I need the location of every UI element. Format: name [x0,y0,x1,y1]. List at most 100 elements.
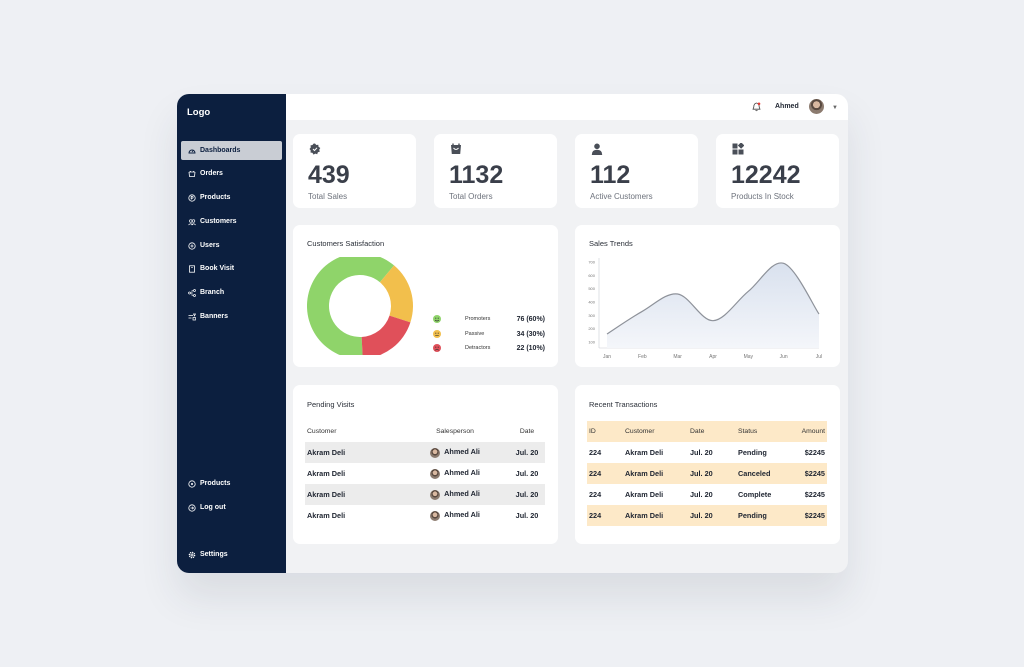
customer-satisfaction-card: Customers Satisfaction Promoters 76 (60%… [293,225,558,367]
salesperson-cell: Ahmed Ali [444,510,480,520]
legend-value: 22 (10%) [516,344,545,352]
customer-cell: Akram Deli [623,505,688,526]
svg-text:P: P [190,195,194,201]
x-tick-label: Mar [673,354,682,360]
stat-value: 439 [308,161,350,189]
stat-value: 112 [590,161,631,189]
branch-icon [188,288,196,297]
dashboard-icon [188,147,196,155]
user-name[interactable]: Ahmed [775,103,799,110]
sales-trends-card: Sales Trends 100 200 300 400 500 600 700 Jan Feb… [575,225,840,367]
table-row[interactable]: Akram Deli Ahmed Ali Jul. 20 [305,484,545,505]
card-title: Pending Visits [307,400,355,409]
stat-label: Total Sales [308,192,348,201]
date-cell: Jul. 20 [690,448,713,457]
amount-cell: $2245 [796,505,827,526]
amount-cell: $2245 [804,490,825,499]
column-header: Customer [307,428,337,435]
customer-cell: Akram Deli [305,484,401,505]
sidebar-item-label: Customers [200,218,237,225]
x-tick-label: Feb [638,354,647,360]
card-title: Recent Transactions [589,400,658,409]
stat-label: Total Orders [449,192,493,201]
grid-icon [732,143,744,155]
avatar[interactable] [809,99,824,114]
salesperson-cell: Ahmed Ali [444,489,480,499]
x-tick-label: Apr [709,354,717,360]
dashboard-frame: Logo Dashboards Orders P Products Custom… [177,94,848,573]
sidebar-item-products-bottom[interactable]: Products [181,474,282,493]
table-row[interactable]: 224 Akram Deli Jul. 20 Canceled $2245 [587,463,827,484]
sidebar-item-orders[interactable]: Orders [181,164,282,183]
neutral-face-icon [433,330,441,338]
table-row[interactable]: Akram Deli Ahmed Ali Jul. 20 [305,463,545,484]
avatar [430,468,441,479]
status-cell: Complete [738,490,772,499]
sales-trends-chart: 100 200 300 400 500 600 700 Jan Feb Mar Apr May Jun J… [588,258,822,360]
date-cell: Jul. 20 [515,469,539,478]
table-row[interactable]: 224 Akram Deli Jul. 20 Pending $2245 [587,505,827,526]
stat-card-products-in-stock: 12242 Products In Stock [716,134,839,208]
column-header: Amount [796,421,827,442]
stat-card-total-sales: 439 Total Sales [293,134,416,208]
customers-icon [188,218,196,226]
legend-label: Promoters [465,316,491,322]
y-tick-label: 100 [588,340,595,345]
status-cell: Pending [736,505,796,526]
customer-cell: Akram Deli [307,469,346,478]
table-row[interactable]: 224 Akram Deli Jul. 20 Complete $2245 [587,484,827,505]
stat-label: Products In Stock [731,192,794,201]
date-cell: Jul. 20 [690,490,713,499]
bell-icon[interactable] [752,102,761,112]
sales-area [607,262,819,348]
legend-label: Passive [465,331,485,337]
top-bar: Ahmed ▼ [286,94,848,120]
badge-icon [309,143,321,155]
sidebar-item-label: Users [200,242,220,249]
salesperson-cell: Ahmed Ali [444,468,480,478]
id-cell: 224 [589,448,602,457]
y-tick-label: 300 [588,313,595,318]
legend-label: Detractors [465,345,491,351]
table-row[interactable]: Akram Deli Ahmed Ali Jul. 20 [305,505,545,526]
orders-icon [188,170,196,178]
sidebar-item-dashboards[interactable]: Dashboards [181,141,282,160]
sidebar-item-label: Settings [200,551,228,558]
sidebar-item-products[interactable]: P Products [181,188,282,207]
gear-icon [188,551,196,559]
person-icon [591,143,603,155]
stat-value: 12242 [731,161,801,189]
table-row[interactable]: 224 Akram Deli Jul. 20 Pending $2245 [587,442,827,463]
logo: Logo [187,107,211,118]
sidebar-item-users[interactable]: Users [181,236,282,255]
pending-visits-table: Customer Salesperson Date Akram Deli Ahm… [305,421,545,526]
customer-cell: Akram Deli [305,442,401,463]
customer-cell: Akram Deli [307,511,346,520]
logout-button[interactable]: Log out [181,498,282,517]
sidebar-item-banners[interactable]: Banners [181,307,282,326]
sad-face-icon [433,344,441,352]
recent-transactions-card: Recent Transactions ID Customer Date Sta… [575,385,840,544]
x-tick-label: May [744,354,754,360]
table-row[interactable]: Akram Deli Ahmed Ali Jul. 20 [305,442,545,463]
table-header: ID Customer Date Status Amount [587,421,827,442]
y-tick-label: 700 [588,260,595,265]
column-header: ID [587,421,623,442]
legend-passive: Passive 34 (30%) [433,328,545,340]
sidebar-item-settings[interactable]: Settings [181,545,282,564]
products-icon [188,479,196,488]
status-cell: Canceled [736,463,796,484]
sidebar-item-label: Branch [200,289,225,296]
transactions-table: ID Customer Date Status Amount 224 Akram… [587,421,827,526]
pending-visits-card: Pending Visits Customer Salesperson Date… [293,385,558,544]
column-header: Customer [623,421,688,442]
sidebar-item-book-visit[interactable]: Book Visit [181,259,282,278]
sidebar-item-branch[interactable]: Branch [181,283,282,302]
chevron-down-icon[interactable]: ▼ [832,105,838,111]
logout-icon [188,503,196,512]
stat-card-total-orders: 1132 Total Orders [434,134,557,208]
legend-detractors: Detractors 22 (10%) [433,342,545,354]
banners-icon [188,313,196,321]
date-cell: Jul. 20 [509,442,545,463]
sidebar-item-customers[interactable]: Customers [181,212,282,231]
